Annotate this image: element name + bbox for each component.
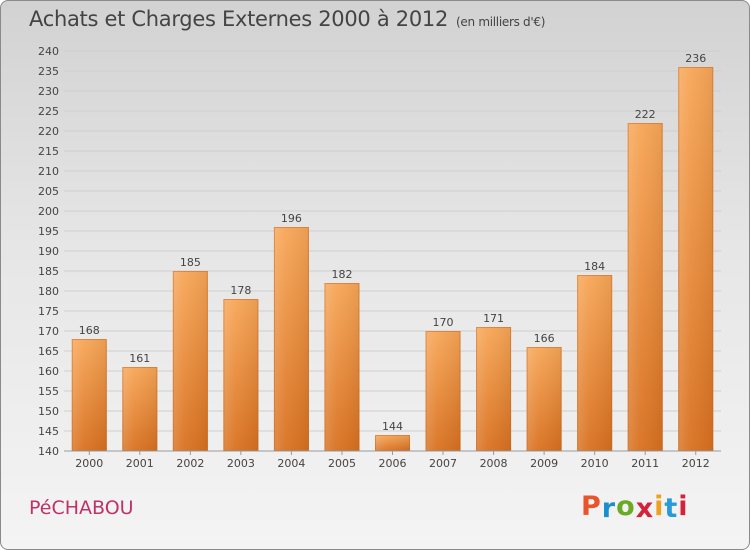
commune-name: PéCHABOU: [29, 497, 134, 519]
data-label: 171: [483, 312, 504, 325]
data-label: 170: [433, 316, 454, 329]
y-tick-label: 185: [38, 265, 59, 278]
brand-letter: r: [601, 493, 617, 524]
y-tick-label: 220: [38, 125, 59, 138]
y-tick-label: 205: [38, 185, 59, 198]
y-tick-label: 200: [38, 205, 59, 218]
y-tick-label: 240: [38, 45, 59, 58]
data-label: 178: [230, 284, 251, 297]
x-tick-label: 2007: [429, 457, 457, 470]
brand-letter: P: [581, 491, 602, 522]
x-tick-label: 2002: [176, 457, 204, 470]
data-label: 144: [382, 420, 403, 433]
bar-shine: [172, 271, 208, 451]
bar-shine: [476, 327, 512, 451]
data-label: 161: [129, 352, 150, 365]
bar-shine: [324, 283, 360, 451]
bar-shine: [273, 227, 309, 451]
brand-letter: t: [664, 493, 679, 524]
bar-shine: [577, 275, 613, 451]
y-tick-label: 170: [38, 325, 59, 338]
bar-shine: [223, 299, 259, 451]
data-label: 166: [534, 332, 555, 345]
x-tick-label: 2008: [480, 457, 508, 470]
data-label: 196: [281, 212, 302, 225]
x-tick-label: 2009: [530, 457, 558, 470]
data-label: 182: [331, 268, 352, 281]
chart-subtitle: (en milliers d'€): [456, 15, 546, 29]
x-tick-label: 2001: [126, 457, 154, 470]
data-label: 185: [180, 256, 201, 269]
y-tick-label: 175: [38, 305, 59, 318]
bar-shine: [425, 331, 461, 451]
y-tick-label: 150: [38, 405, 59, 418]
brand-letter: x: [635, 493, 655, 524]
x-tick-label: 2005: [328, 457, 356, 470]
y-tick-label: 225: [38, 105, 59, 118]
grid-layer: [64, 50, 721, 452]
labels-layer: 168 161 185 178 196 182 144 170 171 166 184 222 236: [79, 52, 706, 433]
x-tick-label: 2000: [75, 457, 103, 470]
x-tick-label: 2006: [379, 457, 407, 470]
data-label: 236: [685, 52, 706, 65]
data-label: 184: [584, 260, 605, 273]
y-tick-label: 160: [38, 365, 59, 378]
chart-title: Achats et Charges Externes 2000 à 2012 (e…: [29, 7, 545, 31]
y-tick-label: 210: [38, 165, 59, 178]
y-tick-label: 155: [38, 385, 59, 398]
bars-layer: [71, 67, 714, 451]
x-tick-label: 2011: [631, 457, 659, 470]
brand-letter: i: [678, 491, 689, 522]
y-tick-label: 140: [38, 445, 59, 458]
y-tick-label: 165: [38, 345, 59, 358]
proxiti-logo[interactable]: Proxiti: [581, 491, 689, 524]
brand-letter: i: [654, 491, 665, 522]
bar-shine: [375, 435, 410, 451]
data-label: 222: [635, 108, 656, 121]
y-tick-label: 190: [38, 245, 59, 258]
bar-shine: [678, 67, 714, 451]
y-tick-label: 235: [38, 65, 59, 78]
x-tick-label: 2010: [581, 457, 609, 470]
bar-shine: [71, 339, 107, 451]
data-label: 168: [79, 324, 100, 337]
brand-letter: o: [616, 491, 636, 522]
bar-shine: [526, 347, 562, 451]
x-tick-label: 2012: [682, 457, 710, 470]
title-text: Achats et Charges Externes 2000 à 2012: [29, 7, 449, 31]
y-tick-label: 180: [38, 285, 59, 298]
bar-shine: [122, 367, 158, 451]
x-tick-label: 2003: [227, 457, 255, 470]
y-tick-label: 195: [38, 225, 59, 238]
x-tick-label: 2004: [277, 457, 305, 470]
bar-shine: [627, 123, 663, 451]
y-tick-label: 215: [38, 145, 59, 158]
axis-layer: 1401451501551601651701751801851901952002…: [38, 45, 721, 470]
y-tick-label: 230: [38, 85, 59, 98]
y-tick-label: 145: [38, 425, 59, 438]
